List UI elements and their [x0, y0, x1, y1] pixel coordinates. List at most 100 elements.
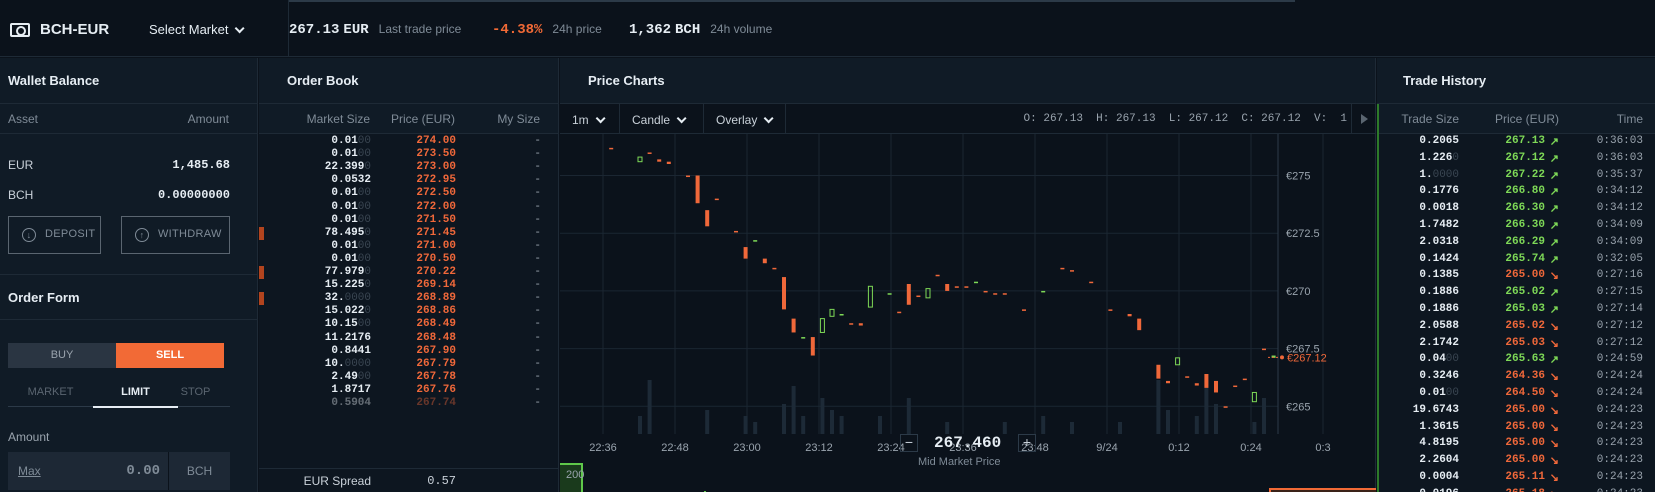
volume-bar: [1252, 422, 1257, 434]
order-book-row[interactable]: 0.0100 272.00 -: [259, 201, 559, 214]
candle: [1262, 348, 1266, 351]
tab-limit[interactable]: LIMIT: [93, 386, 178, 408]
order-book-panel: Order Book Market Size Price (EUR) My Si…: [259, 58, 559, 492]
top-bar: BCH-EUR Select Market 267.13 EUR Last trad…: [0, 0, 1655, 57]
tab-market[interactable]: MARKET: [8, 386, 93, 408]
trade-price: 266.30: [1505, 219, 1545, 231]
order-book-row[interactable]: 78.4950 271.45 -: [259, 226, 559, 240]
play-icon[interactable]: [1351, 104, 1375, 134]
trade-size-padding: 00: [1445, 353, 1459, 366]
candle: [1185, 376, 1190, 378]
order-book-row[interactable]: 15.0220 268.86 -: [259, 305, 559, 318]
order-book-row[interactable]: 0.0100 271.50 -: [259, 214, 559, 227]
top-accent-line: [289, 0, 1295, 2]
order-size-padding: 00: [357, 239, 371, 252]
candle: [1251, 391, 1257, 403]
trade-size: 0.1385: [1419, 269, 1459, 282]
order-book-row[interactable]: 0.0532 272.95 -: [259, 174, 559, 187]
y-tick-label: €275: [1286, 171, 1310, 183]
order-size: 11.2176: [324, 331, 371, 344]
order-price: 272.00: [416, 200, 456, 213]
arrow-up-right-icon: ↗: [1549, 204, 1559, 217]
interval-dropdown[interactable]: 1m: [560, 104, 620, 134]
order-book-row[interactable]: 0.8441 267.90 -: [259, 345, 559, 358]
order-book-row[interactable]: 10.0000 267.79 -: [259, 358, 559, 371]
depth-bids-line: [560, 463, 583, 492]
amount-input[interactable]: 0.00: [126, 463, 160, 479]
candle: [887, 293, 892, 295]
depth-bar: [259, 226, 264, 240]
order-price: 267.78: [416, 370, 456, 383]
volume-bar: [743, 416, 748, 434]
order-price: 268.48: [416, 331, 456, 344]
order-book-row[interactable]: 0.0100 270.50 -: [259, 253, 559, 266]
order-book-row[interactable]: 1.8717 267.76 -: [259, 384, 559, 397]
candlestick-chart[interactable]: 22:36 22:48 23:00 23:12 23:24 23:36 23:48 9/24 0…: [560, 134, 1376, 492]
chevron-down-icon: [595, 113, 606, 124]
volume-label: 24h volume: [710, 22, 773, 36]
order-book-row[interactable]: 10.1500 268.49 -: [259, 318, 559, 331]
deposit-button[interactable]: ↓ DEPOSIT: [8, 216, 101, 254]
volume-bar: [906, 398, 911, 434]
zoom-out-button[interactable]: −: [900, 434, 918, 452]
order-book-row[interactable]: 2.4900 267.78 -: [259, 371, 559, 384]
order-price: 268.89: [416, 292, 456, 305]
amount-field[interactable]: Max 0.00 BCH: [8, 452, 230, 490]
order-book-row[interactable]: 11.2176 268.48 -: [259, 332, 559, 345]
order-my-size: -: [534, 187, 541, 200]
order-size: 22.3990: [324, 161, 371, 174]
order-book-row[interactable]: 77.9790 270.22 -: [259, 266, 559, 279]
buy-button[interactable]: BUY: [8, 343, 116, 368]
trade-time: 0:24:23: [1597, 488, 1643, 492]
trade-time: 0:27:16: [1596, 269, 1643, 282]
order-book-row[interactable]: 0.0100 272.50 -: [259, 187, 559, 200]
wallet-amount: 1,485.68: [172, 158, 230, 172]
arrow-up-right-icon: ↗: [1549, 355, 1559, 368]
trade-price: 267.12: [1505, 151, 1545, 164]
order-book-row[interactable]: 22.3990 273.00 -: [259, 161, 559, 174]
arrow-up-right-icon: ↗: [1549, 237, 1559, 250]
order-price: 268.49: [416, 318, 456, 331]
trade-price: 265.74: [1505, 252, 1545, 265]
candle: [849, 323, 854, 325]
order-book-row[interactable]: 0.5904 267.74 -: [259, 397, 559, 410]
trade-row: 1.2260 267.12 ↗ 0:36:03: [1377, 151, 1655, 166]
order-book-row[interactable]: 15.2250 269.14 -: [259, 279, 559, 292]
trade-row: 0.0400 265.63 ↗ 0:24:59: [1377, 353, 1655, 368]
overlay-dropdown[interactable]: Overlay: [704, 104, 786, 134]
volume-bar: [1041, 416, 1046, 434]
order-size-padding: 0: [364, 161, 371, 174]
volume-bar: [647, 380, 652, 434]
trade-row: 0.3246 264.36 ↘ 0:24:24: [1377, 370, 1655, 385]
volume-bar: [791, 386, 796, 434]
mid-market-price: − 267.460 + Mid Market Price: [900, 434, 1040, 492]
candle: [791, 318, 796, 333]
sell-button[interactable]: SELL: [116, 343, 224, 368]
candle: [772, 267, 777, 270]
order-book-row[interactable]: 0.0100 274.00 -: [259, 135, 559, 148]
trade-price: 266.80: [1505, 185, 1545, 198]
order-book-row[interactable]: 32.0000 268.89 -: [259, 292, 559, 306]
withdraw-button[interactable]: ↑ WITHDRAW: [121, 216, 230, 254]
select-market-dropdown[interactable]: Select Market: [149, 22, 246, 37]
volume-bar: [782, 404, 786, 434]
tab-stop[interactable]: STOP: [153, 386, 238, 408]
volume-bar: [1070, 422, 1074, 434]
arrow-down-right-icon: ↘: [1549, 389, 1559, 401]
trade-size: 0.2065: [1419, 135, 1459, 147]
volume-bar: [1118, 422, 1122, 434]
volume-bar: [1166, 410, 1170, 434]
trade-size: 19.6743: [1412, 403, 1459, 416]
order-book-row[interactable]: 0.0100 271.00 -: [259, 240, 559, 253]
max-link[interactable]: Max: [18, 464, 41, 478]
arrow-down-right-icon: ↘: [1549, 372, 1559, 385]
order-book-row[interactable]: 0.0100 273.50 -: [259, 148, 559, 161]
chart-type-dropdown[interactable]: Candle: [620, 104, 704, 134]
order-size-padding: 0: [364, 226, 371, 239]
candle: [1127, 314, 1132, 317]
candle: [810, 337, 815, 356]
zoom-in-button[interactable]: +: [1018, 434, 1036, 452]
candle: [1194, 383, 1199, 386]
candle: [867, 285, 873, 308]
trade-time: 0:27:12: [1596, 336, 1643, 349]
